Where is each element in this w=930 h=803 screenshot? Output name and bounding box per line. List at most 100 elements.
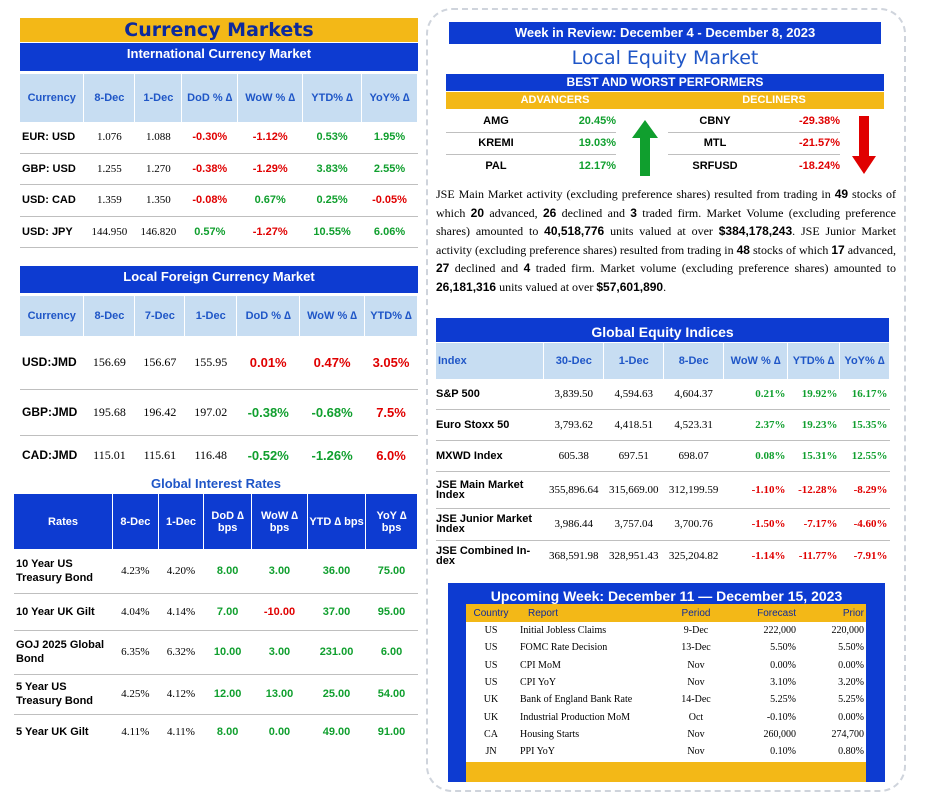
- cell: 312,199.59: [663, 471, 724, 509]
- cell: 4.20%: [158, 549, 204, 594]
- col-header: YTD% ∆: [302, 74, 363, 122]
- cell: 4.25%: [112, 674, 159, 715]
- table-row: S&P 500 3,839.50 4,594.63 4,604.37 0.21%…: [436, 379, 890, 410]
- cell: -0.30%: [181, 122, 238, 154]
- table-row: JSE Junior Market Index 3,986.44 3,757.0…: [436, 508, 890, 541]
- cell: 328,951.43: [608, 550, 659, 563]
- cell: -1.27%: [237, 216, 303, 248]
- cell: 1.270: [134, 153, 182, 185]
- currency-pair: GBP:JMD: [20, 389, 84, 436]
- down-arrow-icon: [852, 116, 876, 174]
- cell: 315,669.00: [603, 471, 664, 509]
- up-arrow-icon: [632, 120, 658, 176]
- table-row: USD: CAD 1.359 1.350 -0.08% 0.67% 0.25% …: [20, 184, 418, 217]
- col-header: DoD ∆ bps: [203, 494, 252, 549]
- table-row: CA Housing Starts Nov 260,000 274,700: [466, 726, 866, 743]
- list-item: AMG 20.45%: [446, 110, 616, 132]
- report: PPI YoY: [520, 746, 556, 758]
- global-equity-table: Index 30-Dec 1-Dec 8-Dec WoW % ∆ YTD% ∆ …: [436, 343, 890, 572]
- currency-pair: USD: JPY: [20, 216, 84, 248]
- cell: -1.29%: [237, 153, 303, 185]
- col-header: Country: [473, 607, 509, 619]
- cell: 0.53%: [302, 122, 362, 154]
- cell: 6.00: [365, 630, 418, 675]
- col-header: WoW ∆ bps: [251, 494, 308, 549]
- col-header: 8-Dec: [112, 494, 159, 549]
- cell: 231.00: [307, 630, 366, 675]
- col-header: 7-Dec: [134, 296, 186, 336]
- cell: 156.67: [134, 336, 185, 390]
- col-header: WoW % ∆: [723, 343, 789, 379]
- forecast: 0.00%: [770, 659, 796, 671]
- forecast: 5.25%: [770, 694, 796, 706]
- rate-name: 10 Year US Treasury Bond: [14, 549, 113, 594]
- cell: -0.38%: [236, 389, 300, 436]
- cell: 4.04%: [112, 593, 159, 631]
- cell: 6.32%: [158, 630, 204, 675]
- report: FOMC Rate Decision: [520, 642, 608, 654]
- cell: 3,793.62: [543, 409, 604, 441]
- col-header: 1-Dec: [134, 74, 183, 122]
- period: Oct: [688, 711, 704, 723]
- cell: 3.00: [251, 630, 308, 675]
- forecast: 260,000: [763, 728, 797, 740]
- report: Housing Starts: [520, 728, 580, 740]
- cell: 325,204.82: [668, 550, 719, 563]
- period: Nov: [687, 659, 705, 671]
- cell: -0.08%: [181, 184, 238, 217]
- cell: -11.77%: [798, 550, 838, 563]
- cell: -1.26%: [311, 447, 353, 463]
- cell: 6.35%: [112, 630, 159, 675]
- cell: -1.10%: [723, 471, 788, 509]
- cell: 4.23%: [112, 549, 159, 594]
- cell: 4.11%: [121, 726, 150, 739]
- cell: -12.28%: [787, 471, 840, 509]
- cell: 1.359: [83, 184, 135, 217]
- cell: 75.00: [365, 549, 418, 594]
- cell: 697.51: [603, 440, 664, 472]
- cell: 1.95%: [361, 122, 418, 154]
- col-header: 8-Dec: [83, 296, 136, 336]
- ticker: CBNY: [699, 114, 731, 127]
- col-header: 1-Dec: [184, 296, 238, 336]
- cell: 3.83%: [302, 153, 362, 185]
- cell: 6.0%: [376, 447, 406, 463]
- cell: 1.350: [134, 184, 182, 217]
- cell: 16.17%: [839, 379, 890, 410]
- cell: -4.60%: [839, 508, 890, 541]
- table-row: GBP: USD 1.255 1.270 -0.38% -1.29% 3.83%…: [20, 153, 418, 185]
- cell: -0.52%: [247, 447, 289, 463]
- cell: 3,839.50: [543, 379, 604, 410]
- review-panel-border: [426, 8, 906, 792]
- col-header: Currency: [20, 296, 85, 336]
- index-name: JSE Junior Market Index: [436, 508, 544, 541]
- cell: -1.12%: [237, 122, 303, 154]
- week-in-review-title: Week in Review: December 4 - December 8,…: [449, 22, 881, 44]
- col-header: YTD% ∆: [364, 296, 418, 336]
- period: 9-Dec: [683, 625, 709, 637]
- cell: 368,591.98: [549, 550, 599, 563]
- cell: -7.17%: [787, 508, 840, 541]
- currency-markets-title: Currency Markets: [20, 18, 418, 42]
- cell: 7.5%: [364, 389, 418, 436]
- cell: -10.00: [251, 593, 308, 631]
- cell: 49.00: [322, 726, 351, 739]
- cell: -1.50%: [723, 508, 788, 541]
- cell: 2.37%: [723, 409, 788, 441]
- interest-rates-table: Rates 8-Dec 1-Dec DoD ∆ bps WoW ∆ bps YT…: [14, 494, 418, 750]
- decliners-label: DECLINERS: [742, 94, 806, 106]
- cell: 698.07: [663, 440, 724, 472]
- table-row: JSE Combined In-dex 368,591.98 328,951.4…: [436, 540, 890, 572]
- period: Nov: [687, 746, 705, 758]
- cell: 605.38: [543, 440, 604, 472]
- cell: 4,594.63: [603, 379, 664, 410]
- table-row: 10 Year US Treasury Bond 4.23% 4.20% 8.0…: [14, 549, 418, 594]
- cell: 146.820: [134, 216, 182, 248]
- cell: -1.14%: [751, 550, 786, 563]
- prior: 3.20%: [838, 677, 864, 689]
- prior: 5.25%: [838, 694, 864, 706]
- col-header: 8-Dec: [83, 74, 136, 122]
- cell: 54.00: [365, 674, 418, 715]
- intl-currency-table: Currency 8-Dec 1-Dec DoD % ∆ WoW % ∆ YTD…: [20, 74, 418, 248]
- currency-pair: USD: CAD: [20, 184, 84, 217]
